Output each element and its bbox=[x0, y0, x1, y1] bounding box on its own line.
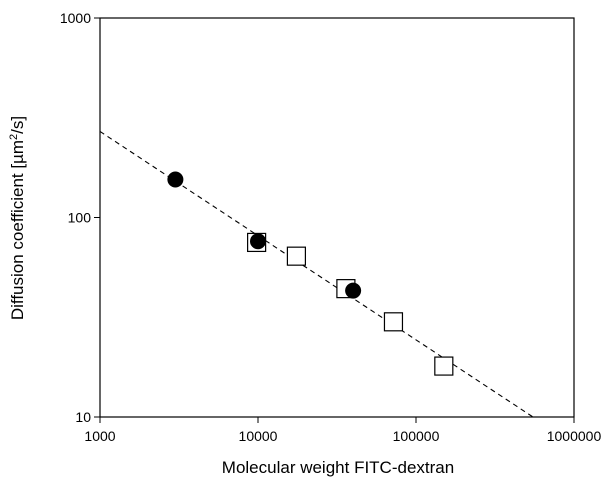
circle-point bbox=[167, 171, 184, 188]
y-axis-title-suffix: /s] bbox=[8, 116, 27, 134]
y-tick-label: 100 bbox=[68, 210, 92, 226]
tick-layer: 1000 10000 100000 1000000 10 100 1000 bbox=[60, 10, 602, 444]
x-tick-label: 10000 bbox=[239, 428, 278, 444]
x-tick-label: 1000000 bbox=[547, 428, 602, 444]
circle-point bbox=[250, 233, 266, 250]
x-tick-label: 1000 bbox=[84, 428, 115, 444]
fit-line bbox=[99, 130, 534, 418]
y-tick-label: 1000 bbox=[60, 10, 91, 26]
square-point bbox=[434, 356, 454, 376]
x-tick-label: 100000 bbox=[393, 428, 440, 444]
fit-line-layer bbox=[99, 130, 534, 418]
y-tick-label: 10 bbox=[75, 409, 91, 425]
plot-frame bbox=[99, 17, 575, 418]
y-axis-title-prefix: Diffusion coefficient [µm bbox=[8, 140, 27, 320]
square-point bbox=[383, 312, 404, 332]
marker-layer bbox=[167, 171, 454, 376]
x-axis-title: Molecular weight FITC-dextran bbox=[222, 458, 454, 477]
plot-area bbox=[99, 17, 575, 418]
square-point bbox=[286, 246, 307, 266]
circle-point bbox=[345, 282, 362, 299]
y-axis-title-sup: 2 bbox=[8, 134, 20, 140]
y-axis-title: Diffusion coefficient [µm2/s] bbox=[8, 116, 27, 320]
